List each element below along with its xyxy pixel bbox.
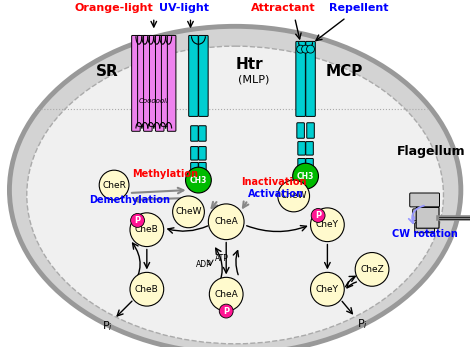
Circle shape <box>130 272 164 306</box>
Circle shape <box>219 304 233 318</box>
Text: ADP: ADP <box>195 260 211 269</box>
Circle shape <box>185 167 211 193</box>
Circle shape <box>311 208 325 222</box>
Text: CH3: CH3 <box>297 172 314 181</box>
Text: Activation: Activation <box>248 189 304 199</box>
FancyBboxPatch shape <box>191 163 198 174</box>
Text: Flagellum: Flagellum <box>397 145 466 158</box>
Circle shape <box>301 45 310 53</box>
FancyBboxPatch shape <box>306 142 313 155</box>
Text: P: P <box>223 307 229 316</box>
FancyBboxPatch shape <box>199 126 206 141</box>
FancyBboxPatch shape <box>155 35 164 131</box>
Circle shape <box>297 45 305 53</box>
FancyBboxPatch shape <box>298 142 305 155</box>
FancyBboxPatch shape <box>149 35 158 126</box>
FancyBboxPatch shape <box>144 35 152 131</box>
Text: Demethylation: Demethylation <box>89 195 170 205</box>
Text: Coooooil: Coooooil <box>139 98 169 104</box>
Text: P$_i$: P$_i$ <box>102 319 113 333</box>
FancyBboxPatch shape <box>132 35 140 131</box>
Text: CheY: CheY <box>316 285 339 294</box>
Text: CheR: CheR <box>102 181 126 190</box>
Circle shape <box>210 277 243 311</box>
FancyBboxPatch shape <box>199 163 206 174</box>
FancyBboxPatch shape <box>296 41 305 117</box>
Ellipse shape <box>9 26 461 348</box>
Text: UV-light: UV-light <box>158 3 209 14</box>
Circle shape <box>130 213 164 247</box>
Circle shape <box>310 272 344 306</box>
Text: CheY: CheY <box>316 220 339 229</box>
Text: P$_i$: P$_i$ <box>356 317 367 331</box>
FancyBboxPatch shape <box>189 35 198 117</box>
FancyBboxPatch shape <box>306 41 315 117</box>
Circle shape <box>310 208 344 242</box>
Text: CheW: CheW <box>175 207 202 216</box>
Circle shape <box>292 163 319 189</box>
FancyBboxPatch shape <box>306 158 313 170</box>
Text: CheB: CheB <box>135 285 159 294</box>
Text: P: P <box>315 211 321 220</box>
FancyBboxPatch shape <box>416 207 439 228</box>
Text: P: P <box>135 216 141 225</box>
Text: Htr: Htr <box>236 57 264 72</box>
FancyBboxPatch shape <box>297 123 304 138</box>
FancyBboxPatch shape <box>167 35 176 131</box>
Text: CheA: CheA <box>214 290 238 299</box>
FancyBboxPatch shape <box>191 147 198 160</box>
Text: Repellent: Repellent <box>329 3 389 14</box>
Text: ATP: ATP <box>215 254 229 263</box>
FancyBboxPatch shape <box>199 35 208 117</box>
Circle shape <box>307 45 315 53</box>
Text: CheB: CheB <box>135 225 159 234</box>
Circle shape <box>355 253 389 286</box>
Text: CheA: CheA <box>214 217 238 226</box>
Text: MCP: MCP <box>326 64 363 79</box>
Text: Methylation: Methylation <box>132 169 198 179</box>
Circle shape <box>209 204 244 240</box>
Text: Attractant: Attractant <box>251 3 316 14</box>
FancyBboxPatch shape <box>307 123 314 138</box>
FancyBboxPatch shape <box>191 126 198 141</box>
Circle shape <box>99 170 129 200</box>
Text: Orange-light: Orange-light <box>75 3 154 14</box>
FancyBboxPatch shape <box>162 35 170 126</box>
FancyBboxPatch shape <box>413 209 437 221</box>
FancyBboxPatch shape <box>410 193 439 207</box>
Circle shape <box>278 180 310 212</box>
FancyBboxPatch shape <box>137 35 146 126</box>
Circle shape <box>131 213 145 227</box>
FancyBboxPatch shape <box>415 223 435 233</box>
FancyBboxPatch shape <box>199 147 206 160</box>
Text: CW rotation: CW rotation <box>392 229 457 239</box>
Text: CH3: CH3 <box>190 176 207 184</box>
Circle shape <box>173 196 204 228</box>
Text: SR: SR <box>96 64 118 79</box>
Ellipse shape <box>27 46 444 344</box>
Text: (MLP): (MLP) <box>238 75 270 85</box>
Text: CheZ: CheZ <box>360 265 384 274</box>
FancyBboxPatch shape <box>298 158 305 170</box>
Text: Inactivation: Inactivation <box>241 177 307 187</box>
Text: CheW: CheW <box>281 191 307 200</box>
